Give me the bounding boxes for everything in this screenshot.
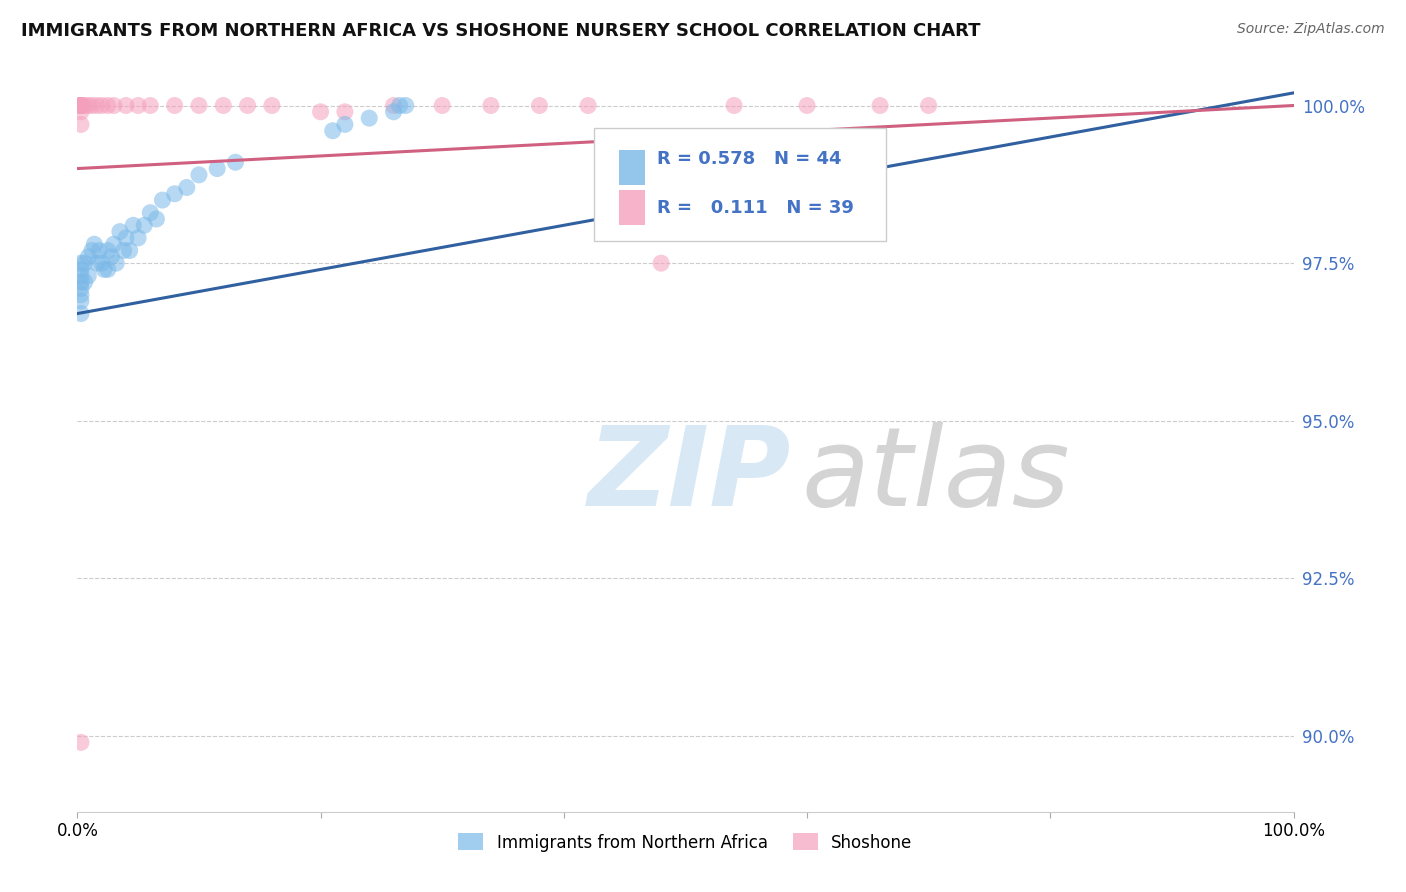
- Point: [236, 98, 259, 112]
- Point: [176, 180, 198, 194]
- Point: [122, 219, 145, 233]
- Point: [70, 98, 93, 112]
- Point: [70, 262, 93, 277]
- Bar: [619, 150, 645, 185]
- Point: [224, 155, 246, 169]
- Point: [70, 98, 93, 112]
- Point: [388, 98, 411, 112]
- Point: [89, 244, 111, 258]
- Point: [97, 98, 120, 112]
- Point: [70, 275, 93, 289]
- Point: [322, 124, 344, 138]
- Point: [430, 98, 453, 112]
- Text: Source: ZipAtlas.com: Source: ZipAtlas.com: [1237, 22, 1385, 37]
- Point: [333, 117, 356, 131]
- Point: [103, 98, 125, 112]
- Point: [796, 98, 818, 112]
- Point: [100, 250, 122, 264]
- Point: [86, 256, 108, 270]
- Point: [70, 104, 93, 119]
- Text: R =   0.111   N = 39: R = 0.111 N = 39: [658, 199, 855, 218]
- Point: [163, 98, 186, 112]
- Point: [80, 244, 103, 258]
- Point: [479, 98, 502, 112]
- Point: [70, 117, 93, 131]
- Point: [529, 98, 551, 112]
- Point: [333, 104, 356, 119]
- Point: [118, 244, 141, 258]
- Point: [70, 98, 93, 112]
- Point: [90, 256, 112, 270]
- Point: [163, 186, 186, 201]
- Point: [90, 98, 112, 112]
- Point: [70, 268, 93, 283]
- Point: [70, 293, 93, 308]
- Point: [918, 98, 941, 112]
- Point: [576, 98, 599, 112]
- Point: [77, 268, 100, 283]
- Point: [127, 98, 149, 112]
- Point: [869, 98, 891, 112]
- Point: [188, 98, 211, 112]
- Point: [70, 98, 93, 112]
- Point: [108, 225, 131, 239]
- Point: [77, 250, 100, 264]
- FancyBboxPatch shape: [595, 128, 886, 241]
- Text: atlas: atlas: [801, 422, 1070, 529]
- Point: [80, 98, 103, 112]
- Point: [70, 98, 93, 112]
- Point: [395, 98, 418, 112]
- Point: [145, 212, 167, 227]
- Point: [70, 98, 93, 112]
- Point: [112, 244, 135, 258]
- Point: [97, 262, 120, 277]
- Point: [83, 237, 105, 252]
- Point: [359, 111, 381, 125]
- Point: [70, 98, 93, 112]
- Point: [382, 104, 405, 119]
- Point: [105, 256, 128, 270]
- Point: [152, 193, 174, 207]
- Point: [103, 237, 125, 252]
- Point: [115, 231, 138, 245]
- Point: [70, 98, 93, 112]
- Point: [70, 307, 93, 321]
- Point: [93, 262, 115, 277]
- Text: ZIP: ZIP: [588, 422, 792, 529]
- Point: [70, 735, 93, 749]
- Point: [77, 98, 100, 112]
- Point: [73, 98, 96, 112]
- Point: [73, 275, 96, 289]
- Text: R = 0.578   N = 44: R = 0.578 N = 44: [658, 150, 842, 169]
- Point: [73, 256, 96, 270]
- Point: [115, 98, 138, 112]
- Point: [309, 104, 332, 119]
- Point: [70, 287, 93, 301]
- Point: [70, 281, 93, 295]
- Legend: Immigrants from Northern Africa, Shoshone: Immigrants from Northern Africa, Shoshon…: [451, 827, 920, 858]
- Point: [70, 256, 93, 270]
- Bar: [619, 190, 645, 225]
- Point: [205, 161, 228, 176]
- Point: [382, 98, 405, 112]
- Point: [139, 205, 162, 219]
- Point: [86, 98, 108, 112]
- Text: IMMIGRANTS FROM NORTHERN AFRICA VS SHOSHONE NURSERY SCHOOL CORRELATION CHART: IMMIGRANTS FROM NORTHERN AFRICA VS SHOSH…: [21, 22, 980, 40]
- Point: [127, 231, 149, 245]
- Point: [260, 98, 283, 112]
- Point: [97, 244, 120, 258]
- Point: [139, 98, 162, 112]
- Point: [723, 98, 745, 112]
- Point: [212, 98, 235, 112]
- Point: [134, 219, 156, 233]
- Point: [188, 168, 211, 182]
- Point: [70, 98, 93, 112]
- Point: [650, 256, 672, 270]
